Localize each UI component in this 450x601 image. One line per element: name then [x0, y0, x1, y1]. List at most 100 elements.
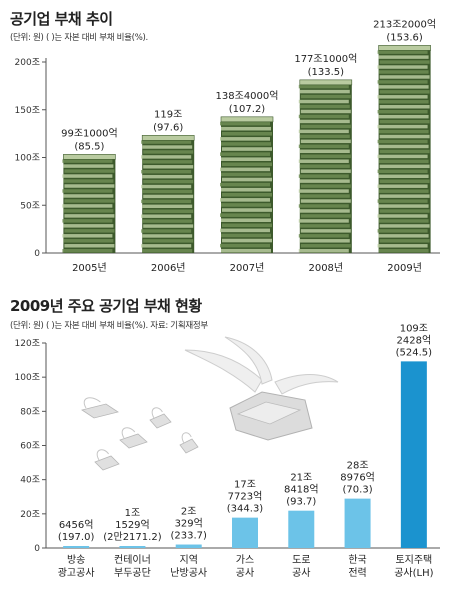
- bill-layer: [298, 84, 349, 89]
- debt-bar: [63, 546, 90, 548]
- bill-layer: [300, 169, 351, 173]
- flying-bill-shape: [81, 403, 119, 419]
- bill-layer: [143, 179, 194, 184]
- bill-layer: [220, 213, 270, 217]
- bill-layer: [222, 177, 272, 182]
- money-stack-bar: [62, 154, 116, 253]
- value-label: 2428억: [397, 334, 432, 346]
- bill-layer: [379, 179, 430, 183]
- bill-layer: [222, 192, 272, 197]
- bill-layer: [298, 144, 349, 149]
- value-label: 8418억: [284, 484, 319, 496]
- bottom-chart-subtitle: (단위: 원) ( )는 자본 대비 부채 비율(%). 자료: 기획재정부: [10, 321, 208, 331]
- bill-layer: [221, 126, 271, 131]
- bill-layer: [141, 214, 192, 218]
- bill-layer: [300, 139, 351, 144]
- x-category-label: 한국: [348, 554, 366, 566]
- bill-layer: [298, 189, 349, 193]
- bill-layer: [298, 234, 349, 238]
- x-category-label: 토지주택: [395, 554, 432, 566]
- x-category-label: 도로: [292, 555, 310, 566]
- bill-layer: [63, 179, 114, 183]
- ratio-label: (133.5): [308, 67, 345, 78]
- value-label: 7723억: [228, 491, 263, 503]
- bill-layer: [142, 219, 193, 223]
- bar-top: [378, 45, 431, 51]
- bar-top: [63, 154, 116, 160]
- value-label: 1529억: [115, 519, 150, 531]
- bill-layer: [378, 159, 429, 164]
- bill-layer: [299, 209, 350, 213]
- wing-shape: [224, 336, 273, 385]
- bill-layer: [298, 204, 349, 208]
- bill-layer: [221, 203, 271, 207]
- y-tick-label: 100조: [15, 373, 40, 383]
- bill-layer: [143, 239, 194, 243]
- debt-bar: [344, 498, 371, 548]
- bill-layer: [298, 129, 349, 134]
- bill-layer: [299, 134, 350, 139]
- bill-layer: [141, 199, 192, 204]
- bill-layer: [142, 249, 193, 253]
- bill-layer: [143, 150, 194, 154]
- bill-layer: [141, 170, 192, 174]
- bill-layer: [378, 70, 429, 74]
- bill-layer: [377, 95, 428, 99]
- value-label: 138조4000억: [216, 90, 279, 102]
- bill-layer: [64, 214, 115, 218]
- bill-layer: [299, 194, 350, 198]
- bill-layer: [299, 149, 350, 154]
- bill-layer: [299, 179, 350, 183]
- wing-shape: [96, 449, 110, 461]
- bill-layer: [64, 184, 115, 188]
- bill-layer: [298, 249, 349, 253]
- bill-layer: [377, 169, 428, 174]
- x-category-label: 공사: [292, 567, 310, 579]
- value-label: 329억: [175, 518, 203, 530]
- bill-layer: [379, 119, 430, 124]
- value-label: 1조: [125, 508, 141, 519]
- bill-layer: [300, 154, 351, 158]
- bill-layer: [379, 134, 430, 139]
- ratio-label: (85.5): [74, 141, 104, 152]
- money-stack-bar: [377, 45, 431, 254]
- bill-layer: [220, 152, 270, 156]
- money-stack-bar: [298, 79, 353, 253]
- flying-bill-shape: [94, 455, 120, 471]
- bill-layer: [220, 243, 270, 248]
- value-label: 109조: [400, 323, 428, 334]
- value-label: 99조1000억: [61, 127, 118, 139]
- bill-layer: [143, 165, 194, 169]
- bar-top: [299, 79, 353, 86]
- wing-shape: [121, 427, 136, 439]
- bill-layer: [298, 114, 349, 119]
- bill-layer: [379, 105, 430, 109]
- y-tick-label: 200조: [15, 58, 40, 68]
- wing-shape: [83, 397, 101, 409]
- y-tick-label: 60조: [20, 442, 40, 452]
- y-tick-label: 0: [34, 544, 40, 554]
- bill-layer: [378, 55, 429, 59]
- bill-layer: [299, 239, 350, 243]
- bill-layer: [63, 194, 114, 198]
- bill-layer: [300, 244, 351, 248]
- bill-layer: [377, 184, 428, 188]
- debt-bar: [232, 517, 258, 548]
- x-category-label: 2006년: [151, 262, 186, 274]
- bill-layer: [143, 224, 194, 228]
- flying-money-illustration: [81, 336, 339, 471]
- bill-layer: [222, 162, 272, 167]
- bill-layer: [141, 229, 192, 233]
- bill-layer: [141, 184, 192, 189]
- bill-layer: [64, 244, 115, 248]
- y-tick-label: 0: [34, 249, 40, 259]
- y-tick-label: 50조: [20, 201, 40, 211]
- x-category-label: 방송: [67, 554, 85, 566]
- debt-bar: [288, 510, 315, 548]
- value-label: 21조: [290, 473, 312, 484]
- x-category-label: 2008년: [308, 262, 343, 274]
- bill-layer: [64, 199, 115, 203]
- bill-layer: [300, 199, 351, 203]
- bill-layer: [142, 189, 193, 194]
- x-category-label: 공사(LH): [394, 567, 433, 579]
